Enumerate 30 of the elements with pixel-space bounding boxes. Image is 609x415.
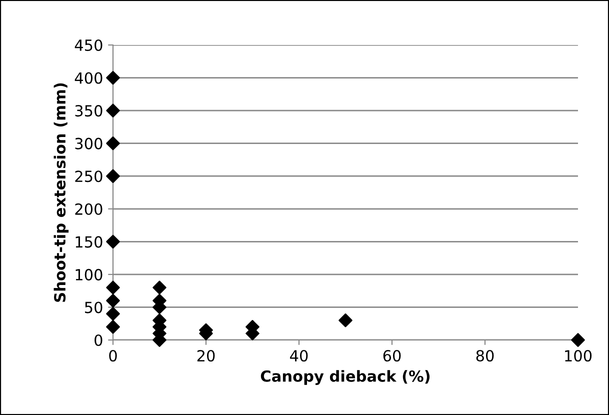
point bbox=[106, 136, 120, 150]
point bbox=[152, 280, 166, 294]
y-tick-label: 50 bbox=[85, 302, 102, 314]
x-tick-label: 60 bbox=[383, 350, 401, 362]
point bbox=[106, 294, 120, 308]
point bbox=[106, 306, 120, 321]
x-tick-label: 40 bbox=[290, 350, 308, 362]
y-tick-label: 250 bbox=[75, 170, 102, 182]
y-tick-label: 0 bbox=[94, 334, 102, 346]
point bbox=[106, 320, 120, 334]
x-tick-label: 20 bbox=[197, 350, 215, 362]
y-tick-label: 200 bbox=[75, 203, 102, 215]
x-axis-title: Canopy dieback (%) bbox=[260, 370, 430, 385]
y-tick-label: 450 bbox=[74, 39, 102, 52]
x-tick-label: 0 bbox=[109, 350, 117, 362]
y-tick-label: 400 bbox=[74, 72, 102, 84]
point bbox=[106, 70, 120, 85]
point bbox=[106, 169, 120, 184]
y-tick-label: 150 bbox=[76, 236, 102, 248]
point bbox=[106, 234, 120, 249]
point bbox=[338, 313, 352, 328]
y-axis-title: Shoot-tip extension (mm) bbox=[54, 83, 69, 302]
y-tick-label: 300 bbox=[75, 138, 102, 150]
y-tick-label: 350 bbox=[75, 105, 102, 117]
point bbox=[571, 333, 585, 347]
x-tick-label: 100 bbox=[565, 350, 592, 362]
y-tick-label: 100 bbox=[76, 268, 102, 280]
x-tick-label: 80 bbox=[476, 350, 494, 362]
point bbox=[106, 280, 120, 294]
point bbox=[106, 104, 120, 118]
